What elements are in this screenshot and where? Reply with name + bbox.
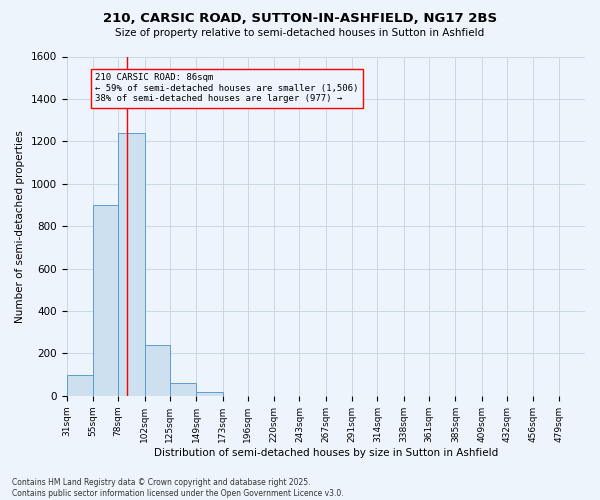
Y-axis label: Number of semi-detached properties: Number of semi-detached properties <box>15 130 25 322</box>
Bar <box>170 383 196 396</box>
Text: Contains HM Land Registry data © Crown copyright and database right 2025.
Contai: Contains HM Land Registry data © Crown c… <box>12 478 344 498</box>
Bar <box>67 374 93 396</box>
Text: Size of property relative to semi-detached houses in Sutton in Ashfield: Size of property relative to semi-detach… <box>115 28 485 38</box>
Text: 210, CARSIC ROAD, SUTTON-IN-ASHFIELD, NG17 2BS: 210, CARSIC ROAD, SUTTON-IN-ASHFIELD, NG… <box>103 12 497 26</box>
Bar <box>93 205 118 396</box>
X-axis label: Distribution of semi-detached houses by size in Sutton in Ashfield: Distribution of semi-detached houses by … <box>154 448 498 458</box>
Bar <box>196 392 223 396</box>
Bar <box>145 345 170 396</box>
Bar <box>118 133 145 396</box>
Text: 210 CARSIC ROAD: 86sqm
← 59% of semi-detached houses are smaller (1,506)
38% of : 210 CARSIC ROAD: 86sqm ← 59% of semi-det… <box>95 74 358 104</box>
